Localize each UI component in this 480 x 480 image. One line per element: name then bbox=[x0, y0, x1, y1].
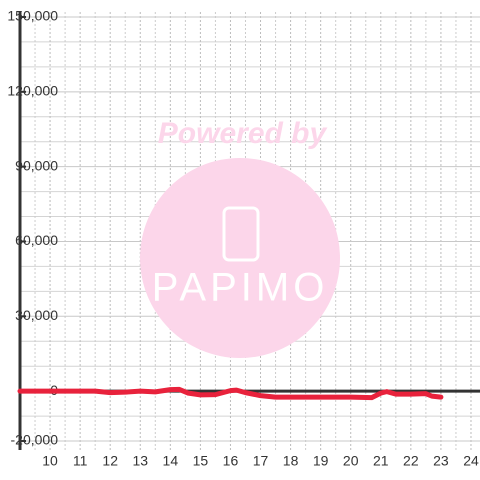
y-tick-label: 60,000 bbox=[15, 232, 58, 248]
x-tick-label: 11 bbox=[73, 453, 88, 469]
y-tick-label: -20,000 bbox=[11, 432, 59, 448]
y-tick-label: 30,000 bbox=[15, 307, 58, 323]
watermark-text: Powered by bbox=[158, 117, 328, 150]
data-line bbox=[17, 386, 444, 401]
y-tick-label: 150,000 bbox=[7, 8, 58, 24]
x-tick-label: 14 bbox=[163, 453, 179, 469]
watermark-logo: PAPIMO bbox=[152, 266, 329, 310]
y-tick-label: 90,000 bbox=[15, 157, 58, 173]
x-tick-label: 15 bbox=[193, 453, 209, 469]
x-tick-label: 12 bbox=[102, 453, 118, 469]
x-tick-label: 22 bbox=[403, 453, 419, 469]
x-tick-label: 23 bbox=[433, 453, 449, 469]
x-tick-label: 20 bbox=[343, 453, 359, 469]
x-tick-label: 18 bbox=[283, 453, 299, 469]
y-tick-label: 120,000 bbox=[7, 83, 58, 99]
plot: -20,000030,00060,00090,000120,000150,000… bbox=[7, 8, 479, 469]
x-tick-label: 10 bbox=[42, 453, 58, 469]
x-tick-label: 13 bbox=[132, 453, 148, 469]
x-tick-label: 17 bbox=[253, 453, 269, 469]
watermark-circle bbox=[140, 158, 340, 358]
watermark: Powered by PAPIMO bbox=[140, 117, 340, 358]
phone-icon bbox=[222, 206, 260, 262]
x-tick-label: 24 bbox=[463, 453, 479, 469]
x-tick-label: 21 bbox=[373, 453, 389, 469]
x-tick-label: 16 bbox=[223, 453, 239, 469]
x-tick-label: 19 bbox=[313, 453, 329, 469]
grid bbox=[20, 12, 480, 450]
